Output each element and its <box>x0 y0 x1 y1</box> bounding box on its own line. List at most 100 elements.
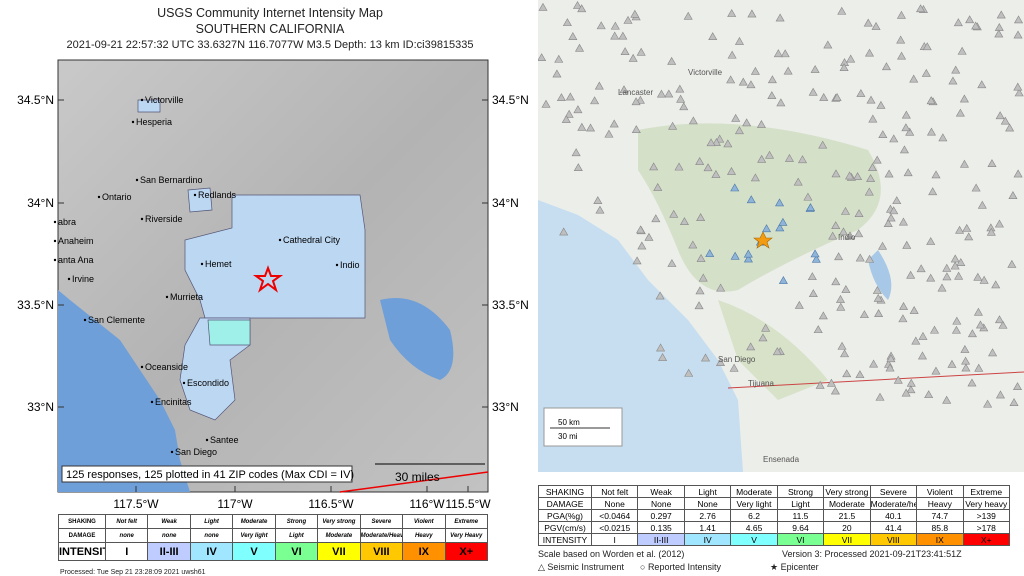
station <box>878 130 888 139</box>
station <box>667 259 677 267</box>
legend-cell: Very strong <box>317 514 361 529</box>
station <box>942 263 952 272</box>
station <box>964 232 974 241</box>
station <box>965 15 975 24</box>
station <box>873 293 883 302</box>
station <box>953 18 963 27</box>
station <box>559 227 569 236</box>
station <box>855 253 865 262</box>
place-dot <box>140 98 144 102</box>
key-seismic: △ Seismic Instrument <box>538 562 624 572</box>
lon-label: 116.5°W <box>308 497 354 511</box>
legend-cell: <0.0215 <box>590 521 639 534</box>
legend-cell: Heavy <box>916 497 964 510</box>
legend-cell: 40.1 <box>869 509 918 522</box>
legend-cell: none <box>104 528 149 543</box>
station <box>956 258 966 266</box>
place-label: Ensenada <box>763 455 800 464</box>
station <box>951 325 961 334</box>
station <box>778 217 788 226</box>
station <box>950 261 960 270</box>
station <box>892 196 902 205</box>
station <box>604 129 614 138</box>
station <box>835 294 846 303</box>
legend-cell: 41.4 <box>869 521 918 534</box>
legend-cell: 11.5 <box>776 509 825 522</box>
legend-cell: Moderate <box>823 497 871 510</box>
station <box>815 380 825 389</box>
station <box>854 209 864 217</box>
place-dot <box>205 438 209 442</box>
station <box>703 163 713 172</box>
station <box>711 138 721 146</box>
station <box>577 122 587 131</box>
station <box>688 116 698 125</box>
station <box>623 15 633 24</box>
place-dot <box>200 262 204 266</box>
station <box>837 6 847 15</box>
legend-cell: None <box>590 497 639 510</box>
place-label: Ontario <box>102 192 132 202</box>
station <box>764 150 775 159</box>
scale-label: 30 miles <box>395 470 440 484</box>
legend-row: DAMAGE none none none Very light Light Moderat… <box>58 528 488 543</box>
station <box>931 170 941 179</box>
station <box>831 277 841 286</box>
station <box>619 85 629 94</box>
station <box>1012 382 1023 391</box>
station <box>845 171 855 180</box>
legend-cell: >178 <box>962 521 1010 534</box>
legend-cell: Light <box>776 497 825 510</box>
legend-cell: Heavy <box>402 528 446 543</box>
station <box>876 100 886 109</box>
station <box>695 156 705 165</box>
station <box>878 241 888 250</box>
station <box>630 9 640 18</box>
place-label: Hesperia <box>136 117 172 127</box>
station <box>571 148 581 157</box>
station <box>947 359 957 368</box>
place-label: San Bernardino <box>140 175 203 185</box>
station <box>590 96 600 105</box>
station <box>973 307 983 316</box>
station <box>813 325 823 334</box>
legend-cell: Violent <box>402 514 446 529</box>
station <box>856 88 866 97</box>
station <box>573 105 583 114</box>
place-label: anta Ana <box>58 255 94 265</box>
station <box>772 347 782 356</box>
station <box>610 31 620 40</box>
station <box>679 102 689 111</box>
legend-cell: VIII <box>869 533 918 546</box>
station <box>971 183 981 192</box>
station <box>840 206 851 215</box>
station <box>808 289 818 298</box>
station <box>886 354 896 363</box>
legend-cell: Strong <box>776 485 825 498</box>
station <box>899 145 909 154</box>
legend-cell: VII <box>317 542 361 561</box>
legend-cell: Moderate <box>232 514 276 529</box>
station <box>819 92 829 101</box>
place-dot <box>53 258 57 262</box>
station <box>636 225 646 234</box>
legend-cell: VI <box>776 533 825 546</box>
station <box>556 93 566 102</box>
legend-cell: IV <box>683 533 732 546</box>
legend-cell: PGA(%g) <box>538 509 592 522</box>
station <box>696 213 706 221</box>
key-label: Reported Intensity <box>647 562 721 572</box>
station <box>669 209 679 218</box>
lat-label: 33°N <box>492 400 519 414</box>
place-dot <box>67 277 71 281</box>
station <box>831 221 841 229</box>
legend-cell: PGV(cm/s) <box>538 521 592 534</box>
station <box>988 348 998 357</box>
station <box>926 237 936 245</box>
station <box>746 80 756 89</box>
legend-row: SHAKING Not felt Weak Light Moderate Strong Ve… <box>538 485 1010 498</box>
legend-cell: Not felt <box>590 485 639 498</box>
legend-cell: DAMAGE <box>58 528 106 543</box>
station <box>729 363 739 372</box>
station <box>896 10 906 19</box>
